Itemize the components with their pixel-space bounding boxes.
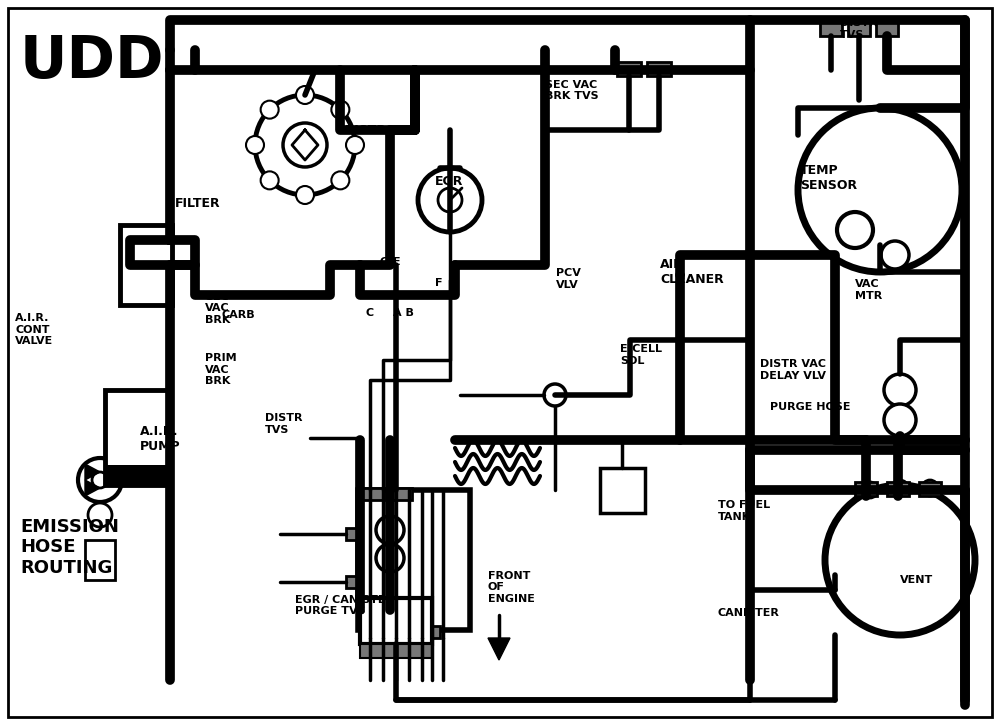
Polygon shape [488,638,510,660]
Bar [919,482,941,496]
Text: VAC
MTR: VAC MTR [855,279,882,301]
Circle shape [246,136,264,154]
Text: F: F [435,278,442,288]
Circle shape [283,123,327,167]
Circle shape [261,171,279,189]
Text: DISTR: DISTR [345,124,387,137]
Text: PCV
VLV: PCV VLV [556,268,581,290]
Bar [360,644,432,658]
Circle shape [296,186,314,204]
Bar [617,62,641,76]
Text: UDD: UDD [20,33,164,90]
Text: DISTR
TVS: DISTR TVS [840,18,878,40]
Text: DISTR VAC
DELAY VLV: DISTR VAC DELAY VLV [760,359,826,381]
Text: AIR
CLEANER: AIR CLEANER [660,258,724,286]
Circle shape [862,482,878,498]
Circle shape [78,458,122,502]
Text: SEC VAC
BRK TVS: SEC VAC BRK TVS [545,80,599,102]
Circle shape [261,101,279,119]
Text: FRONT
OF
ENGINE: FRONT OF ENGINE [488,571,535,604]
Bar [887,482,909,496]
Circle shape [376,544,404,572]
Polygon shape [85,464,100,480]
Circle shape [881,241,909,269]
Circle shape [296,86,314,104]
Circle shape [88,503,112,527]
Circle shape [346,136,364,154]
Circle shape [418,168,482,232]
Bar [647,62,671,76]
Text: CARB: CARB [221,310,255,320]
Bar [360,598,432,644]
Text: PRIM
VAC
BRK: PRIM VAC BRK [205,353,237,386]
Text: PURGE HOSE: PURGE HOSE [770,402,850,413]
Bar [390,488,412,500]
Bar [346,576,360,588]
Text: E-CELL
SOL: E-CELL SOL [620,344,662,366]
Polygon shape [85,480,100,496]
Circle shape [544,384,566,406]
Text: EGR / CANISTER
PURGE TVS: EGR / CANISTER PURGE TVS [295,594,394,616]
Bar [105,465,170,485]
Text: VENT: VENT [900,575,933,585]
Bar [358,490,470,630]
Bar [362,488,384,500]
Circle shape [922,480,938,496]
Bar [855,482,877,496]
Text: CANISTER: CANISTER [718,608,780,618]
Text: A.I.R.
CONT
VALVE: A.I.R. CONT VALVE [15,313,53,347]
Text: EMISSION
HOSE
ROUTING: EMISSION HOSE ROUTING [20,518,119,577]
Text: C: C [365,308,373,318]
Text: SEC
VAC
BRK: SEC VAC BRK [205,291,230,325]
Text: A.I.R.
PUMP: A.I.R. PUMP [140,425,181,452]
Bar [105,390,170,485]
Text: DISTR
TVS: DISTR TVS [265,413,302,435]
Bar [600,468,645,513]
Circle shape [255,95,355,195]
Circle shape [884,374,916,406]
Circle shape [892,480,908,496]
Text: TO FUEL
TANK: TO FUEL TANK [718,500,770,522]
Circle shape [825,485,975,635]
Bar [346,528,360,540]
Bar [362,626,384,638]
Circle shape [884,404,916,436]
Bar [876,22,898,36]
Bar [390,626,412,638]
Text: TEMP
SENSOR: TEMP SENSOR [800,164,857,191]
Text: A B: A B [393,308,414,318]
Text: EGR: EGR [435,175,463,188]
Bar [120,225,172,305]
Circle shape [376,516,404,544]
Circle shape [837,212,873,248]
Text: G E: G E [380,257,401,268]
Circle shape [438,188,462,212]
Circle shape [798,108,962,272]
Bar [848,22,870,36]
Circle shape [331,171,349,189]
Text: FILTER: FILTER [175,196,221,210]
Circle shape [92,472,108,488]
Bar [85,540,115,580]
Circle shape [331,101,349,119]
Bar [820,22,842,36]
Bar [418,626,440,638]
